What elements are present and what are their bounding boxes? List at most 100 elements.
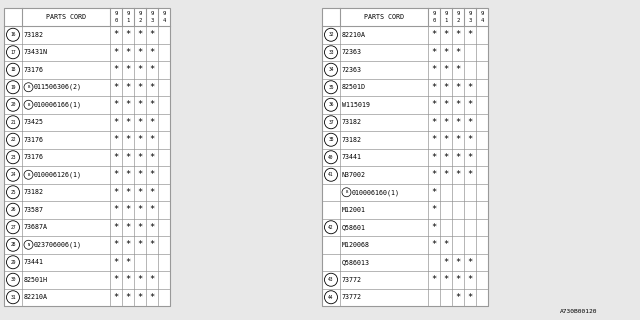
Text: *: * <box>456 65 461 74</box>
Text: *: * <box>149 135 155 144</box>
Text: 36: 36 <box>328 102 333 107</box>
Circle shape <box>6 186 19 199</box>
Text: 34: 34 <box>328 67 333 72</box>
Text: 19: 19 <box>10 85 16 90</box>
Text: *: * <box>467 118 472 127</box>
Text: *: * <box>149 275 155 284</box>
Text: *: * <box>431 153 436 162</box>
Text: 18: 18 <box>10 67 16 72</box>
Circle shape <box>6 46 19 59</box>
Circle shape <box>342 188 351 197</box>
Circle shape <box>324 98 337 111</box>
Circle shape <box>324 291 337 304</box>
Text: *: * <box>444 153 449 162</box>
Text: 3: 3 <box>468 18 472 23</box>
Text: 28: 28 <box>10 242 16 247</box>
Circle shape <box>24 240 33 249</box>
Text: *: * <box>467 258 472 267</box>
Text: *: * <box>431 118 436 127</box>
Text: *: * <box>456 135 461 144</box>
Text: *: * <box>125 83 131 92</box>
Text: *: * <box>125 240 131 249</box>
Text: *: * <box>456 153 461 162</box>
Text: 9: 9 <box>163 11 166 16</box>
Text: 72363: 72363 <box>342 67 362 73</box>
Circle shape <box>6 98 19 111</box>
Text: 73772: 73772 <box>342 294 362 300</box>
Text: 73182: 73182 <box>24 189 44 195</box>
Text: *: * <box>113 258 118 267</box>
Text: *: * <box>456 118 461 127</box>
Text: *: * <box>138 100 143 109</box>
Text: 73441: 73441 <box>342 154 362 160</box>
Text: *: * <box>149 293 155 302</box>
Text: *: * <box>125 258 131 267</box>
Text: 27: 27 <box>10 225 16 230</box>
Text: N37002: N37002 <box>342 172 366 178</box>
Text: *: * <box>113 170 118 179</box>
Text: *: * <box>149 100 155 109</box>
Text: *: * <box>444 48 449 57</box>
Text: *: * <box>138 205 143 214</box>
Circle shape <box>324 133 337 146</box>
Text: *: * <box>149 205 155 214</box>
Text: 32: 32 <box>328 32 333 37</box>
Text: *: * <box>467 153 472 162</box>
Text: *: * <box>431 100 436 109</box>
Text: *: * <box>138 83 143 92</box>
Text: *: * <box>138 188 143 197</box>
Text: 9: 9 <box>150 11 154 16</box>
Text: 37: 37 <box>328 120 333 125</box>
Text: *: * <box>444 83 449 92</box>
Text: 33: 33 <box>328 50 333 55</box>
Text: 1: 1 <box>444 18 447 23</box>
Text: 73176: 73176 <box>24 154 44 160</box>
Circle shape <box>6 168 19 181</box>
Text: *: * <box>444 170 449 179</box>
Text: *: * <box>113 83 118 92</box>
Text: 9: 9 <box>481 11 484 16</box>
Text: B: B <box>28 85 29 89</box>
Text: 73182: 73182 <box>342 119 362 125</box>
Text: *: * <box>149 223 155 232</box>
Circle shape <box>6 203 19 216</box>
Text: 9: 9 <box>444 11 447 16</box>
Text: 30: 30 <box>10 277 16 282</box>
Text: *: * <box>125 170 131 179</box>
Text: *: * <box>125 48 131 57</box>
Text: *: * <box>149 65 155 74</box>
Circle shape <box>24 170 33 179</box>
Circle shape <box>6 28 19 41</box>
Text: 82210A: 82210A <box>342 32 366 38</box>
Text: *: * <box>138 48 143 57</box>
Text: 2: 2 <box>138 18 141 23</box>
Text: B: B <box>346 190 348 194</box>
Text: *: * <box>431 205 436 214</box>
Text: *: * <box>431 83 436 92</box>
Text: 73176: 73176 <box>24 67 44 73</box>
Text: 023706006(1): 023706006(1) <box>34 242 82 248</box>
Text: *: * <box>113 118 118 127</box>
Text: *: * <box>467 135 472 144</box>
Text: *: * <box>467 100 472 109</box>
Text: *: * <box>431 65 436 74</box>
Text: *: * <box>431 223 436 232</box>
Text: *: * <box>125 205 131 214</box>
Circle shape <box>6 133 19 146</box>
Text: *: * <box>125 275 131 284</box>
Text: 4: 4 <box>481 18 484 23</box>
Text: *: * <box>113 223 118 232</box>
Text: *: * <box>444 118 449 127</box>
Text: *: * <box>113 48 118 57</box>
Text: W115019: W115019 <box>342 102 370 108</box>
Text: *: * <box>431 275 436 284</box>
Text: *: * <box>149 153 155 162</box>
Text: 73176: 73176 <box>24 137 44 143</box>
Text: *: * <box>444 100 449 109</box>
Text: *: * <box>125 30 131 39</box>
Text: 82210A: 82210A <box>24 294 48 300</box>
Text: *: * <box>125 223 131 232</box>
Text: 20: 20 <box>10 102 16 107</box>
Text: *: * <box>444 258 449 267</box>
Text: *: * <box>431 135 436 144</box>
